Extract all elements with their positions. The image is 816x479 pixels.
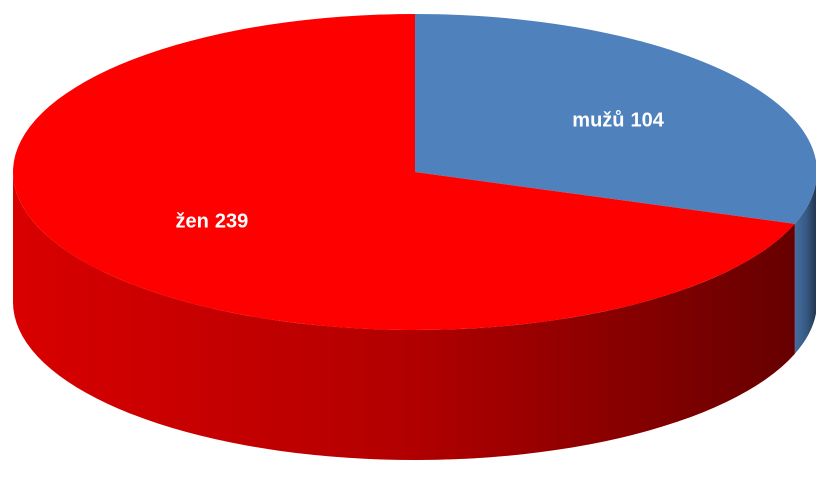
label-value: 104 <box>631 110 665 132</box>
slice <box>415 14 816 224</box>
data-label: žen 239 <box>176 211 249 233</box>
label-value: 239 <box>215 211 248 233</box>
slice <box>13 14 795 330</box>
data-label: mužů 104 <box>572 110 664 132</box>
slice-side-shade <box>794 182 816 354</box>
label-category: žen <box>176 211 209 233</box>
label-category: mužů <box>572 110 624 132</box>
slice-side-shade <box>13 172 795 461</box>
